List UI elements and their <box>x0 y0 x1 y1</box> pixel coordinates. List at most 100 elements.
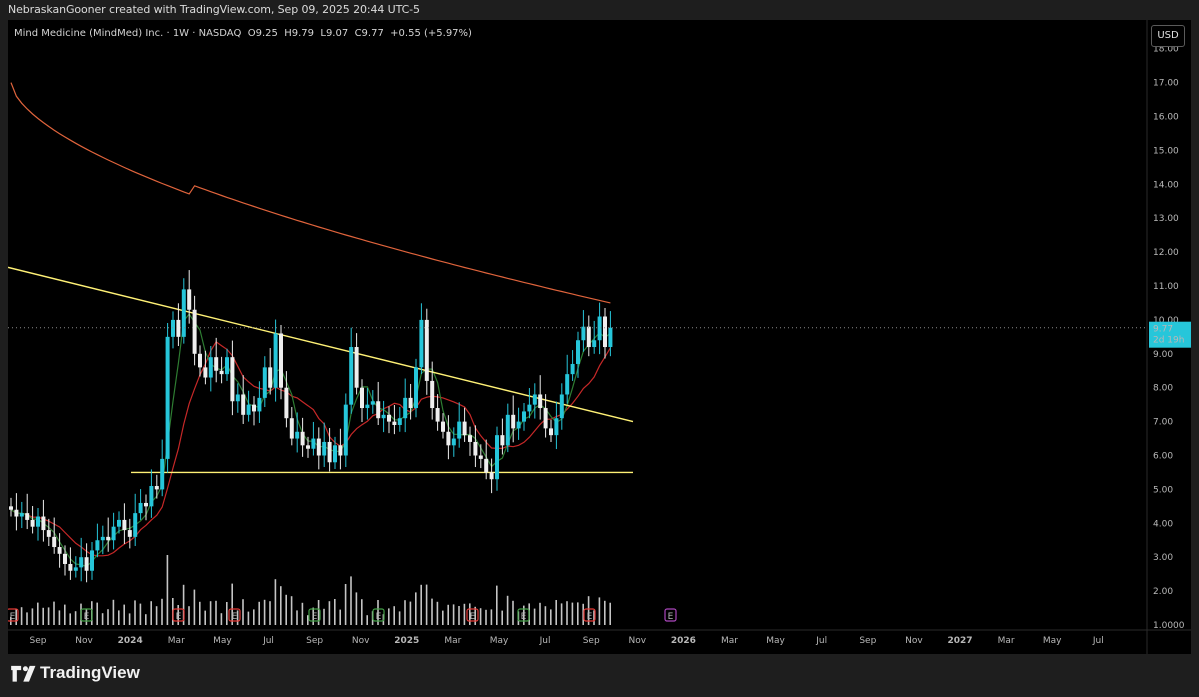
x-tick-label: Jul <box>1092 636 1104 646</box>
volume-bar <box>263 599 266 625</box>
candle-body <box>268 367 273 388</box>
y-tick-label: 16.00 <box>1153 113 1179 123</box>
candle-body <box>149 486 154 507</box>
candle-body <box>603 316 607 348</box>
x-tick-label: Sep <box>306 636 323 646</box>
volume-bar <box>312 607 314 625</box>
earnings-icon <box>517 608 530 622</box>
volume-bar <box>512 600 514 625</box>
candle-body <box>349 347 354 405</box>
volume-bar <box>296 610 298 625</box>
volume-bar <box>155 606 158 625</box>
chart-panel[interactable]: 1.0000 2.00 3.00 4.00 5.00 6.00 7.00 8.00 9.00 10… <box>8 20 1191 654</box>
earnings-icon <box>80 608 93 622</box>
volume-bar <box>64 604 66 625</box>
earnings-icon <box>308 608 321 622</box>
volume-bar <box>85 608 88 625</box>
volume-bar <box>571 602 574 625</box>
candle-body <box>538 394 543 409</box>
earnings-icon-label: E <box>521 612 527 622</box>
candle-body <box>111 526 116 541</box>
candle-body <box>127 530 132 537</box>
earnings-icon <box>228 608 241 622</box>
price-tag-countdown: 2d 19h <box>1153 336 1184 346</box>
x-tick-label: 2025 <box>394 636 419 646</box>
candle-body <box>462 421 467 436</box>
volume-bar <box>393 606 395 625</box>
open-value: 9.25 <box>255 28 278 39</box>
candle-body <box>295 431 300 439</box>
volume-bar <box>209 601 212 625</box>
candle-body <box>214 357 219 371</box>
volume-bar <box>112 599 115 625</box>
price-chart[interactable]: 1.0000 2.00 3.00 4.00 5.00 6.00 7.00 8.00 9.00 10… <box>8 20 1191 654</box>
candle-body <box>403 397 408 419</box>
candle-body <box>273 333 278 388</box>
volume-bar <box>290 596 293 625</box>
candle-body <box>241 394 246 415</box>
volume-bar <box>566 601 568 625</box>
earnings-icon-label: E <box>232 612 238 622</box>
volume-bar <box>463 603 466 625</box>
volume-bar <box>242 599 244 625</box>
candle-body <box>289 418 294 439</box>
volume-bar <box>42 607 44 625</box>
y-tick-label: 8.00 <box>1153 384 1173 394</box>
candle-body <box>360 387 364 409</box>
volume-bar <box>193 589 196 625</box>
candle-body <box>311 438 316 449</box>
volume-bar <box>20 607 23 625</box>
volume-bar <box>582 603 584 625</box>
volume-bar <box>182 584 185 625</box>
volume-bar <box>220 613 223 625</box>
x-tick-label: Nov <box>905 636 923 646</box>
x-tick-label: Sep <box>30 636 47 646</box>
candle-body <box>489 472 494 480</box>
candle-body <box>133 513 138 537</box>
currency-button[interactable]: USD <box>1151 25 1185 47</box>
candle-body <box>419 319 424 368</box>
volume-bar <box>523 605 525 625</box>
candle-body <box>57 547 62 554</box>
volume-bar <box>447 604 449 625</box>
candle-body <box>327 441 332 463</box>
x-tick-label: May <box>213 636 232 646</box>
volume-bar <box>350 576 352 625</box>
candle-body <box>192 309 197 354</box>
earnings-icon-label: E <box>376 612 382 622</box>
volume-bar <box>47 607 50 625</box>
candle-body <box>203 367 208 378</box>
mid-moving-average <box>10 341 611 557</box>
y-tick-label: 1.0000 <box>1153 621 1185 631</box>
volume-bar <box>96 602 98 625</box>
candle-body <box>68 563 73 571</box>
volume-bar <box>344 584 347 625</box>
symbol-legend[interactable]: Mind Medicine (MindMed) Inc. · 1W · NASD… <box>14 28 472 39</box>
candle-body <box>84 557 89 571</box>
price-tag <box>1149 321 1191 348</box>
candle-body <box>300 431 305 446</box>
x-tick-label: Sep <box>859 636 876 646</box>
volume-bar <box>128 613 131 625</box>
candle-body <box>381 414 386 419</box>
candle-body <box>608 327 613 348</box>
y-tick-label: 10.00 <box>1153 316 1179 326</box>
candle-body <box>581 326 586 341</box>
volume-bar <box>593 610 595 625</box>
volume-bar <box>269 601 271 625</box>
candle-body <box>457 421 462 439</box>
volume-bar <box>274 579 277 625</box>
volume-bar <box>452 604 455 625</box>
candle-body <box>576 340 580 364</box>
earnings-icon-label: E <box>312 612 318 622</box>
candle-body <box>181 289 186 337</box>
tradingview-logo[interactable]: TradingView <box>10 663 140 683</box>
candle-body <box>554 418 559 436</box>
x-tick-label: May <box>1043 636 1062 646</box>
volume-bar <box>161 598 163 625</box>
x-tick-label: 2026 <box>671 636 696 646</box>
y-tick-label: 14.00 <box>1153 180 1179 190</box>
earnings-icon <box>466 608 479 622</box>
candle-body <box>500 435 505 446</box>
earnings-icon-label: E <box>470 612 476 622</box>
